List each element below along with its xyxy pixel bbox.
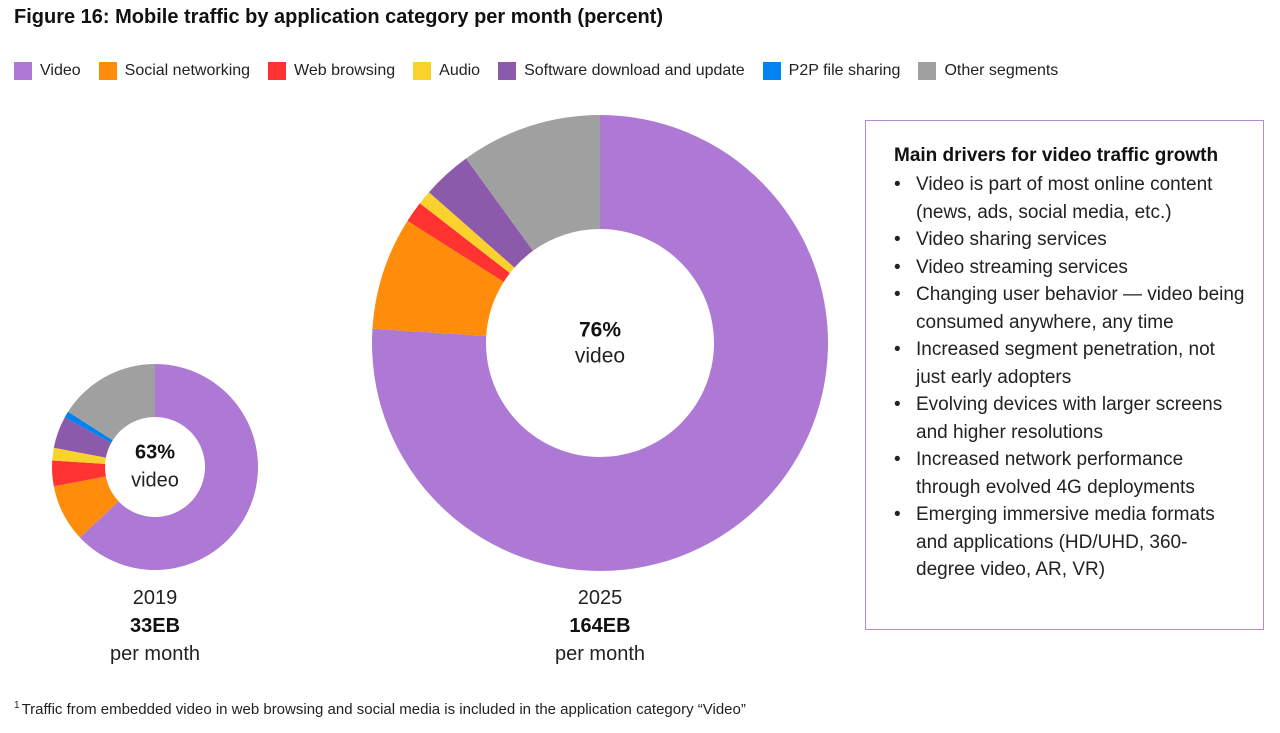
chart-2019-unit: per month bbox=[109, 643, 201, 665]
driver-item: Video streaming services bbox=[894, 254, 1245, 282]
donut-slice-2025-video bbox=[372, 115, 829, 571]
donut-slice-2019-software-download-and-update bbox=[53, 417, 112, 458]
donut-center-value-2025: 76% bbox=[579, 319, 621, 342]
donut-center-label-2019: video bbox=[131, 469, 179, 491]
legend-swatch bbox=[268, 62, 287, 80]
driver-item: Increased network performance through ev… bbox=[894, 446, 1245, 501]
drivers-list: Video is part of most online content (ne… bbox=[894, 171, 1245, 584]
legend-item-p2p-file-sharing: P2P file sharing bbox=[762, 62, 901, 80]
chart-2025-unit: per month bbox=[554, 643, 646, 665]
driver-item: Video sharing services bbox=[894, 226, 1245, 254]
chart-legend: Video Social networking Web browsing Audio S… bbox=[14, 62, 1076, 80]
driver-item: Video is part of most online content (ne… bbox=[894, 171, 1245, 226]
donut-slice-2019-video bbox=[79, 364, 258, 570]
chart-2025-year: 2025 bbox=[577, 587, 623, 609]
donut-slice-2025-software-download-and-update bbox=[428, 158, 533, 268]
legend-swatch bbox=[98, 62, 117, 80]
legend-item-video: Video bbox=[14, 62, 81, 80]
donut-slice-2025-audio bbox=[419, 192, 515, 274]
donut-center-label-2025: video bbox=[575, 345, 625, 368]
legend-item-other-segments: Other segments bbox=[918, 62, 1058, 80]
legend-item-software-download-and-update: Software download and update bbox=[498, 62, 745, 80]
footnote: 1 Traffic from embedded video in web brow… bbox=[14, 700, 746, 718]
legend-label: Social networking bbox=[124, 62, 251, 79]
figure-title: Figure 16: Mobile traffic by application… bbox=[14, 6, 663, 28]
driver-item: Increased segment penetration, not just … bbox=[894, 336, 1245, 391]
legend-label: Audio bbox=[439, 62, 481, 79]
donut-charts: 63% video 76% video bbox=[52, 115, 829, 571]
legend-swatch bbox=[762, 62, 781, 80]
donut-slice-2019-web-browsing bbox=[52, 460, 106, 487]
donut-slice-2025-social-networking bbox=[372, 220, 504, 336]
legend-label: Software download and update bbox=[524, 62, 745, 79]
chart-2025-caption: 2025 164EB per month bbox=[500, 584, 700, 668]
donut-slice-2019-audio bbox=[52, 447, 106, 464]
driver-item: Evolving devices with larger screens and… bbox=[894, 391, 1245, 446]
donut-slice-2019-p2p-file-sharing bbox=[64, 411, 113, 443]
driver-item: Changing user behavior — video being con… bbox=[894, 281, 1245, 336]
donut-center-value-2019: 63% bbox=[135, 441, 175, 463]
legend-label: Video bbox=[40, 62, 81, 79]
driver-item: Emerging immersive media formats and app… bbox=[894, 501, 1245, 584]
footnote-text: Traffic from embedded video in web brows… bbox=[21, 701, 746, 718]
legend-label: P2P file sharing bbox=[788, 62, 901, 79]
legend-swatch bbox=[413, 62, 432, 80]
footnote-marker: 1 bbox=[14, 700, 20, 711]
drivers-title: Main drivers for video traffic growth bbox=[894, 145, 1219, 166]
legend-item-web-browsing: Web browsing bbox=[268, 62, 395, 80]
drivers-panel: Main drivers for video traffic growth Vi… bbox=[865, 120, 1264, 630]
donut-slice-2019-other-segments bbox=[68, 363, 155, 441]
donut-slice-2025-other-segments bbox=[465, 115, 600, 251]
legend-item-social-networking: Social networking bbox=[98, 62, 251, 80]
legend-swatch bbox=[14, 62, 32, 80]
donut-slice-2019-social-networking bbox=[53, 476, 119, 538]
legend-label: Other segments bbox=[944, 62, 1059, 79]
legend-label: Web browsing bbox=[294, 62, 396, 79]
donut-slice-2025-web-browsing bbox=[407, 203, 510, 282]
legend-item-audio: Audio bbox=[413, 62, 480, 80]
chart-2025-total: 164EB bbox=[569, 615, 631, 637]
legend-swatch bbox=[918, 62, 937, 80]
legend-swatch bbox=[498, 62, 517, 80]
chart-2019-caption: 2019 33EB per month bbox=[55, 584, 255, 668]
chart-2019-year: 2019 bbox=[132, 587, 178, 609]
chart-2019-total: 33EB bbox=[129, 615, 181, 637]
